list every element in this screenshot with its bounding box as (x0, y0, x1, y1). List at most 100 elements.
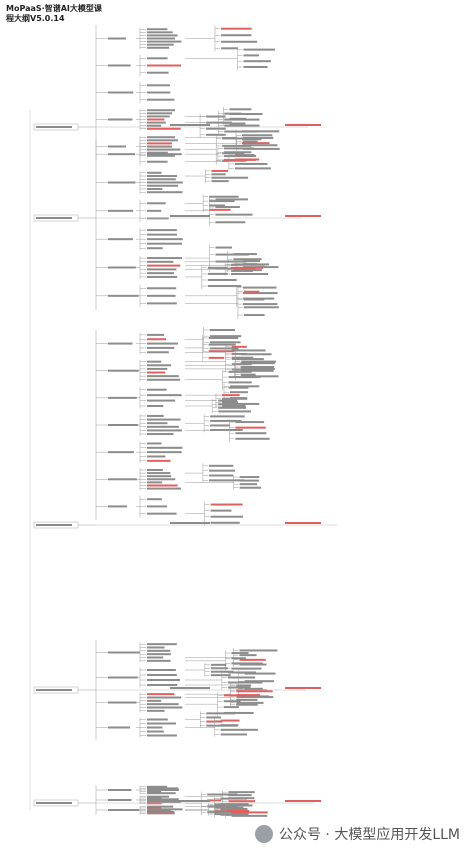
node-text (206, 712, 236, 715)
node-text (108, 294, 139, 297)
node-text (243, 314, 265, 317)
node-text (206, 133, 226, 136)
node-text (234, 167, 271, 170)
node-text (208, 464, 234, 467)
node-text (239, 479, 259, 482)
node-text (147, 264, 181, 267)
node-text (147, 812, 175, 815)
node-text (108, 799, 132, 801)
node-text (243, 290, 260, 293)
node-text (223, 151, 252, 154)
node-text (210, 503, 243, 506)
node-text (108, 505, 128, 508)
node-text (221, 405, 246, 408)
node-text (108, 809, 140, 811)
node-text (206, 121, 232, 124)
node-text (220, 728, 258, 731)
watermark-icon (254, 825, 273, 843)
node-text (242, 286, 277, 289)
node-text (230, 385, 260, 388)
node-text (235, 437, 270, 440)
node-text (231, 814, 268, 817)
node-text (231, 811, 268, 814)
node-text (147, 272, 174, 275)
node-text (227, 676, 256, 679)
node-text (242, 138, 262, 141)
node-text (147, 109, 175, 112)
node-text (241, 367, 275, 370)
node-text (147, 709, 165, 712)
node-text (218, 410, 251, 413)
node-text (207, 278, 237, 281)
node-text (210, 521, 240, 524)
node-text (228, 791, 255, 794)
node-text (108, 342, 133, 345)
node-text (223, 155, 257, 158)
node-text (147, 46, 170, 49)
node-text (147, 656, 164, 659)
node-text (220, 47, 238, 50)
node-text (108, 789, 132, 791)
node-text (147, 446, 183, 449)
node-text (147, 418, 181, 421)
node-text (147, 807, 162, 809)
node-text (147, 115, 170, 118)
node-text (207, 285, 242, 288)
node-text (285, 124, 321, 126)
node-text (239, 486, 261, 489)
node-text (239, 476, 260, 479)
node-text (147, 785, 168, 788)
node-text (239, 654, 257, 657)
node-text (285, 800, 321, 802)
node-text (207, 805, 238, 808)
node-text (108, 651, 140, 654)
node-text (222, 152, 245, 155)
node-text (214, 806, 244, 809)
node-text (231, 266, 264, 269)
node-text (147, 659, 171, 662)
node-text (215, 206, 240, 209)
node-text (215, 213, 253, 216)
node-text (239, 658, 266, 661)
node-text (231, 657, 246, 660)
node-text (236, 698, 258, 701)
node-text (147, 459, 171, 462)
node-text (147, 294, 176, 297)
node-text (147, 475, 172, 478)
node-text (220, 733, 248, 736)
node-text (244, 680, 274, 683)
node-text (243, 60, 271, 63)
node-text (147, 84, 170, 87)
node-text (147, 808, 183, 811)
node-text (147, 229, 177, 232)
node-text (228, 370, 252, 373)
node-text (147, 422, 168, 425)
node-text (210, 419, 242, 422)
node-text (211, 180, 229, 183)
node-text (147, 139, 178, 142)
node-text (170, 800, 210, 802)
node-text (242, 140, 258, 143)
node-text (223, 147, 254, 150)
node-text (147, 405, 164, 407)
node-text (170, 687, 210, 689)
watermark: 公众号 · 大模型应用开发LLM (254, 824, 460, 844)
node-text (108, 451, 134, 454)
node-text (231, 356, 254, 359)
node-text (242, 134, 273, 137)
node-text (223, 700, 241, 703)
node-text (224, 118, 260, 121)
node-text (227, 671, 257, 674)
node-text (108, 91, 134, 94)
node-text (214, 809, 250, 812)
node-text (236, 701, 264, 704)
node-text (210, 515, 244, 518)
node-text (227, 686, 251, 689)
node-text (234, 154, 255, 157)
node-text (147, 367, 168, 370)
node-text (209, 341, 241, 344)
node-text (220, 34, 252, 37)
node-text (147, 121, 166, 124)
